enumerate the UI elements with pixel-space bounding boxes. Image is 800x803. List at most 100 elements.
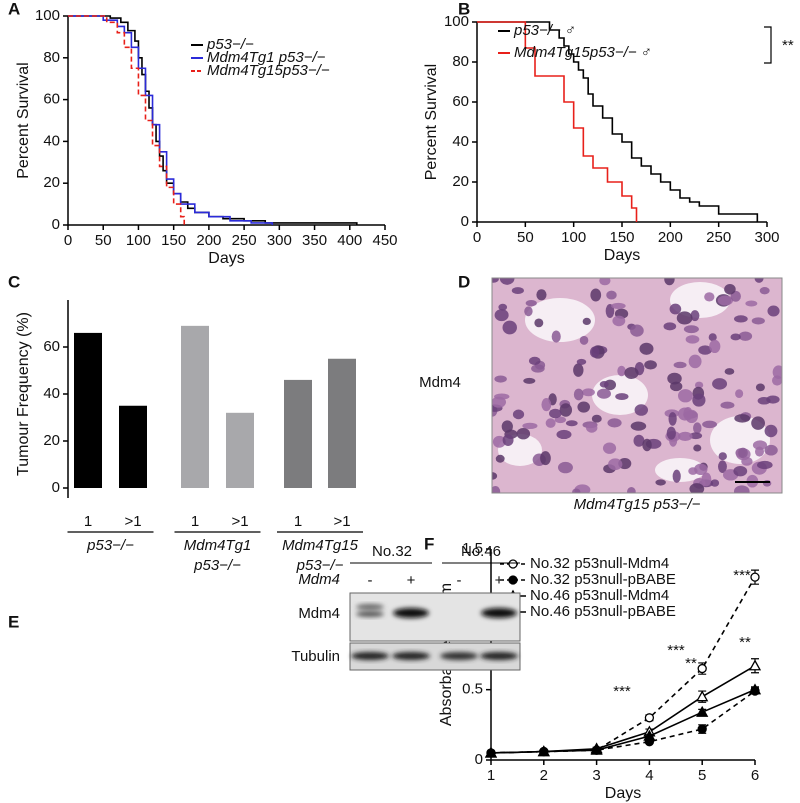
nucleus xyxy=(752,440,768,450)
x-tick-label: 150 xyxy=(161,232,186,249)
image-caption: Mdm4Tg15 p53−/− xyxy=(574,496,701,513)
group-label: p53−/− xyxy=(86,537,134,554)
nucleus xyxy=(708,333,717,342)
nucleus xyxy=(582,317,591,326)
nucleus xyxy=(599,278,611,286)
band-label: Tubulin xyxy=(291,648,340,665)
nucleus xyxy=(710,479,720,487)
nucleus xyxy=(724,368,735,375)
nucleus xyxy=(627,487,636,493)
nucleus xyxy=(531,364,545,373)
significance: ** xyxy=(782,37,794,54)
nucleus xyxy=(694,463,708,476)
legend-label: p53−/− xyxy=(206,36,254,53)
nucleus xyxy=(549,408,562,419)
y-tick-label: 0.5 xyxy=(462,681,483,698)
nucleus xyxy=(666,426,676,440)
marker xyxy=(697,724,707,734)
x-tick-label: 150 xyxy=(609,229,634,246)
nucleus xyxy=(642,438,652,452)
x-tick-label: 50 xyxy=(95,232,112,249)
nucleus xyxy=(577,401,591,413)
panel-label: C xyxy=(8,272,20,291)
nucleus xyxy=(534,318,544,328)
nucleus xyxy=(724,283,736,295)
nucleus xyxy=(586,422,598,433)
y-tick-label: 0 xyxy=(475,751,483,768)
x-tick-label: >1 xyxy=(231,513,248,530)
band xyxy=(440,652,478,660)
nucleus xyxy=(767,305,780,317)
nucleus xyxy=(735,389,744,398)
nucleus xyxy=(499,278,515,285)
x-tick-label: 3 xyxy=(592,767,600,784)
lane-group: No.46 xyxy=(461,543,501,560)
y-tick-label: 80 xyxy=(452,53,469,70)
survival-curve xyxy=(477,21,759,222)
x-tick-label: 200 xyxy=(196,232,221,249)
y-tick-label: 60 xyxy=(43,338,60,355)
nucleus xyxy=(502,434,514,446)
nucleus xyxy=(762,479,772,487)
legend-label: No.46 p53null-pBABE xyxy=(530,603,676,620)
nucleus xyxy=(572,488,581,493)
panel-label: B xyxy=(458,0,470,18)
nucleus xyxy=(557,461,573,474)
nucleus xyxy=(693,444,702,452)
nucleus xyxy=(498,303,508,311)
nucleus xyxy=(634,404,649,416)
nucleus xyxy=(523,377,536,384)
bar xyxy=(181,325,209,488)
row-label: Mdm4 xyxy=(419,374,461,391)
band xyxy=(481,608,517,618)
survival-curve xyxy=(68,15,358,225)
x-tick-label: 2 xyxy=(540,767,548,784)
nucleus xyxy=(615,393,629,401)
nucleus xyxy=(516,427,531,440)
nucleus xyxy=(606,290,617,300)
nucleus xyxy=(630,421,647,431)
legend-marker xyxy=(508,559,518,569)
nucleus xyxy=(630,324,644,337)
panel-label: E xyxy=(8,612,19,631)
x-tick-label: 1 xyxy=(84,513,92,530)
nucleus xyxy=(733,465,748,477)
x-tick-label: 5 xyxy=(698,767,706,784)
y-tick-label: 0 xyxy=(52,216,60,233)
survival-curve xyxy=(477,21,638,222)
nucleus xyxy=(756,460,773,470)
nucleus xyxy=(730,333,741,341)
significance: ** xyxy=(739,634,751,651)
x-tick-label: 6 xyxy=(751,767,759,784)
y-axis-label: Tumour Frequency (%) xyxy=(15,312,32,476)
nucleus xyxy=(556,429,572,440)
bar xyxy=(328,358,356,488)
panel-label: F xyxy=(424,534,434,553)
nucleus xyxy=(694,381,704,389)
legend-label: Mdm4Tg15p53−/− ♂ xyxy=(514,44,652,61)
nucleus xyxy=(596,388,611,399)
x-axis-label: Days xyxy=(604,247,640,264)
x-tick-label: 1 xyxy=(487,767,495,784)
band xyxy=(356,604,384,610)
legend-label: p53−/− ♂ xyxy=(513,22,576,39)
nucleus xyxy=(608,458,623,471)
y-tick-label: 0 xyxy=(461,213,469,230)
marker xyxy=(537,745,550,757)
bar xyxy=(284,379,312,488)
nucleus xyxy=(612,315,626,327)
x-tick-label: 1 xyxy=(294,513,302,530)
y-axis-label: Percent Survival xyxy=(423,64,440,181)
nucleus xyxy=(689,432,703,440)
marker xyxy=(750,572,760,582)
nucleus xyxy=(698,345,713,355)
nucleus xyxy=(755,383,765,392)
lumen xyxy=(670,282,730,318)
y-tick-label: 100 xyxy=(35,7,60,24)
nucleus xyxy=(633,434,645,447)
legend-marker xyxy=(508,575,518,585)
nucleus xyxy=(757,396,771,405)
lumen xyxy=(525,298,595,342)
